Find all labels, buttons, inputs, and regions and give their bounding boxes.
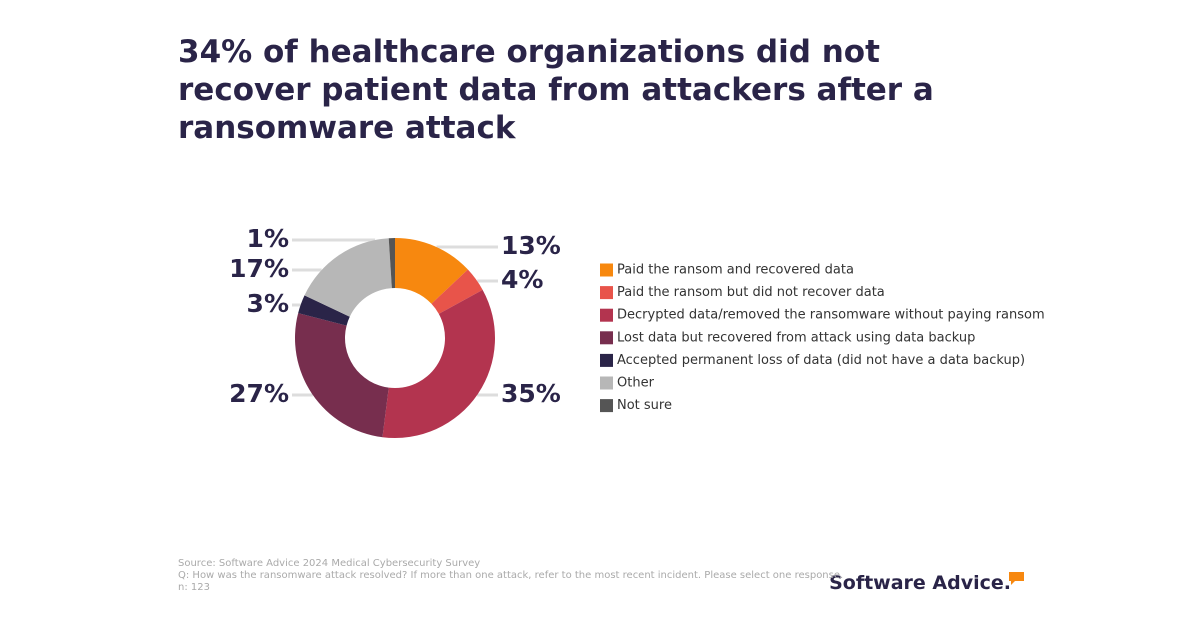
data-label: 35% [501,379,561,408]
donut-slice [298,295,350,326]
data-label: 13% [501,231,561,260]
legend-swatch [600,308,613,322]
chart-title: 34% of healthcare organizations did not r… [178,34,934,146]
brand-logo: Software Advice. [829,572,1011,594]
logo-icon [1009,572,1024,585]
legend-swatch [600,286,613,300]
footnote: Q: How was the ransomware attack resolve… [178,570,843,581]
donut-slice [382,289,496,438]
legend-label: Accepted permanent loss of data (did not… [617,353,1025,368]
footnote: n: 123 [178,582,210,593]
data-label: 4% [501,265,543,294]
data-label: 17% [229,254,289,283]
legend-label: Lost data but recovered from attack usin… [617,330,975,345]
legend-label: Paid the ransom but did not recover data [617,285,885,300]
legend-label: Paid the ransom and recovered data [617,263,854,278]
data-label: 3% [247,289,289,318]
legend-swatch [600,331,613,345]
footnote: Source: Software Advice 2024 Medical Cyb… [178,558,480,569]
donut-slice [388,238,395,289]
legend-label: Not sure [617,398,672,413]
legend-swatch [600,263,613,277]
data-label: 1% [247,224,289,253]
data-label: 27% [229,379,289,408]
donut-slice [395,238,468,304]
donut-slice [295,313,389,438]
legend-label: Decrypted data/removed the ransomware wi… [617,308,1045,323]
donut-slice [431,269,483,314]
legend-label: Other [617,376,655,391]
donut-slice [304,238,392,317]
legend-swatch [600,353,613,367]
legend-swatch [600,399,613,413]
legend-swatch [600,376,613,390]
